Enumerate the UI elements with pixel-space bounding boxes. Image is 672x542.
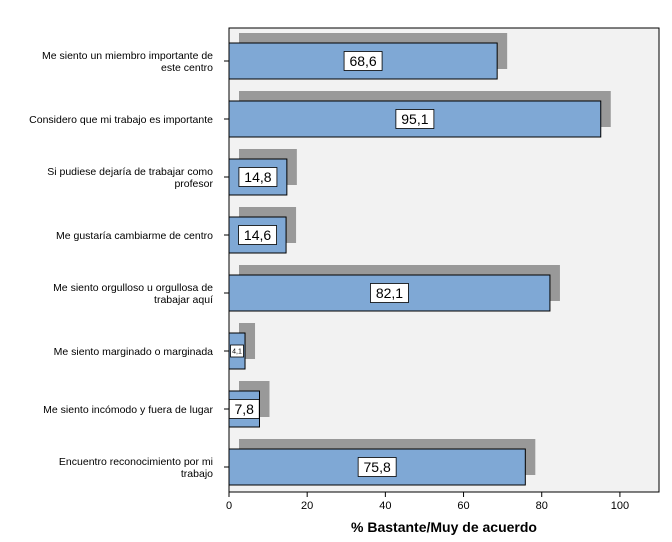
x-axis-label: % Bastante/Muy de acuerdo [351,519,537,535]
data-label-box [343,51,383,71]
x-tick-label: 80 [536,500,548,512]
data-label: 68,6 [349,53,376,69]
data-label-box [395,109,435,129]
data-label: 14,6 [244,227,271,243]
category-label: Me siento un miembro importante de [42,50,213,62]
category-label: trabajar aquí [154,294,213,306]
data-label-box [230,344,244,358]
data-label: 82,1 [376,285,403,301]
category-label: Me siento incómodo y fuera de lugar [43,404,213,416]
data-label: 75,8 [364,459,391,475]
category-label: Si pudiese dejaría de trabajar como [47,166,213,178]
category-label: Me siento orgulloso u orgullosa de [53,282,213,294]
category-label: Me gustaría cambiarme de centro [56,230,213,242]
x-tick-label: 20 [301,500,313,512]
x-tick-label: 100 [611,500,629,512]
category-label: trabajo [181,468,213,480]
data-label-box [238,225,277,245]
category-label: Considero que mi trabajo es importante [29,114,213,126]
x-tick-label: 40 [379,500,391,512]
data-label-box [370,283,409,303]
x-tick-label: 60 [457,500,469,512]
data-label: 7,8 [235,401,255,417]
x-axis-ticks: 0 20 40 60 80 100 [226,492,629,512]
data-label-box [357,457,397,477]
category-label: Me siento marginado o marginada [54,346,214,358]
data-label: 95,1 [401,111,428,127]
x-tick-label: 0 [226,500,232,512]
data-label: 14,8 [244,169,271,185]
bars-group: 68,6 95,1 14,8 14,6 82,1 4,1 7,8 75,8 [228,33,611,486]
category-label: Encuentro reconocimiento por mi [59,456,213,468]
data-label: 4,1 [232,349,242,356]
data-label-box [238,167,278,187]
category-label: este centro [161,62,213,74]
category-label: profesor [174,178,213,190]
